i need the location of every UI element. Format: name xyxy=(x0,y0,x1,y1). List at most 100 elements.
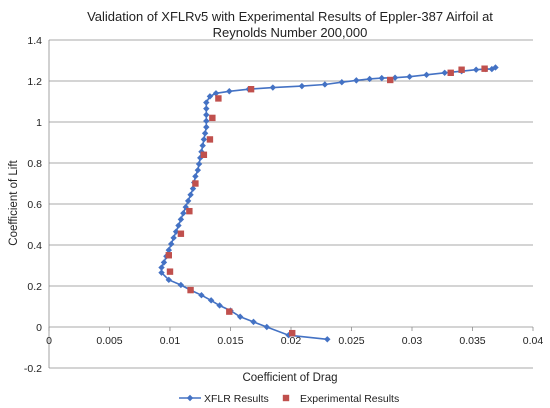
y-tick-label: 0 xyxy=(36,322,42,334)
x-tick-label: 0.035 xyxy=(459,335,485,347)
legend-label: XFLR Results xyxy=(204,393,269,405)
data-point xyxy=(165,252,172,259)
data-point xyxy=(177,281,185,289)
data-point xyxy=(160,259,168,266)
data-point xyxy=(192,180,199,187)
data-point xyxy=(200,151,208,158)
x-tick-label: 0.025 xyxy=(338,335,364,347)
data-point xyxy=(481,65,488,72)
data-point xyxy=(198,292,205,299)
data-point xyxy=(165,246,172,254)
data-point xyxy=(203,111,210,119)
data-point xyxy=(378,74,385,82)
data-point xyxy=(206,136,214,143)
chart-title: Validation of XFLRv5 with Experimental R… xyxy=(87,9,493,40)
data-point xyxy=(166,268,174,275)
chart-title-line-1: Validation of XFLRv5 with Experimental R… xyxy=(87,9,493,24)
legend-label: Experimental Results xyxy=(300,393,399,405)
series-layer xyxy=(158,64,499,343)
data-point xyxy=(472,66,480,73)
data-point xyxy=(192,173,199,180)
data-point xyxy=(165,276,172,284)
x-tick-label: 0.04 xyxy=(523,335,544,347)
x-axis-label: Coefficient of Drag xyxy=(242,372,337,384)
data-point xyxy=(200,136,208,143)
data-point xyxy=(170,234,177,242)
legend-item: Experimental Results xyxy=(282,393,399,405)
data-point xyxy=(324,336,331,343)
data-point xyxy=(184,197,192,205)
legend-swatch-marker xyxy=(186,394,194,402)
data-point xyxy=(391,74,399,81)
y-tick-label: -0.2 xyxy=(24,363,42,375)
data-point xyxy=(250,318,257,326)
series-xflr-results xyxy=(158,64,499,343)
data-point xyxy=(186,207,193,215)
data-point xyxy=(201,130,209,137)
y-tick-label: 1.2 xyxy=(27,76,42,88)
x-tick-label: 0.015 xyxy=(217,335,243,347)
legend-item: XFLR Results xyxy=(179,393,269,405)
data-point xyxy=(353,77,360,84)
data-point xyxy=(216,302,223,309)
series-experimental-results xyxy=(165,65,488,337)
data-point xyxy=(321,81,329,88)
data-point xyxy=(197,154,204,162)
data-point xyxy=(209,114,216,122)
data-point xyxy=(406,73,413,80)
data-point xyxy=(236,313,244,320)
data-point xyxy=(189,185,197,192)
axes xyxy=(48,40,534,368)
data-point xyxy=(158,264,165,271)
y-tick-label: 0.8 xyxy=(27,158,42,170)
data-point xyxy=(247,86,255,93)
data-point xyxy=(226,308,233,315)
data-point xyxy=(203,105,210,112)
data-point xyxy=(180,210,187,217)
x-tick-label: 0.03 xyxy=(402,335,423,347)
data-point xyxy=(458,66,465,73)
data-point xyxy=(194,166,202,174)
data-point xyxy=(366,75,373,83)
y-tick-labels: -0.2 0 0.2 0.4 0.6 0.8 1 1.2 1.4 xyxy=(24,35,42,375)
data-point xyxy=(423,71,430,79)
data-point xyxy=(212,90,220,97)
chart-title-line-2: Reynolds Number 200,000 xyxy=(213,25,368,40)
data-point xyxy=(177,230,185,237)
y-tick-label: 0.2 xyxy=(27,281,42,293)
y-tick-label: 1.4 xyxy=(27,35,42,47)
data-point xyxy=(441,69,448,76)
data-point xyxy=(203,99,210,106)
x-tick-label: 0.02 xyxy=(281,335,302,347)
data-point xyxy=(177,216,185,223)
data-point xyxy=(175,222,182,229)
y-tick-label: 0.6 xyxy=(27,199,42,211)
data-point xyxy=(195,160,203,168)
x-tick-label: 0.005 xyxy=(96,335,122,347)
legend-swatch-marker xyxy=(282,394,290,402)
data-point xyxy=(207,297,215,304)
data-point xyxy=(158,269,165,276)
data-point xyxy=(187,191,194,198)
data-point xyxy=(226,88,233,95)
data-point xyxy=(168,240,175,248)
gridlines xyxy=(49,39,533,369)
data-point xyxy=(203,117,210,125)
data-point xyxy=(298,82,306,90)
legend: XFLR Results Experimental Results xyxy=(179,393,399,405)
data-point xyxy=(269,84,277,91)
data-point xyxy=(199,142,206,149)
data-point xyxy=(172,228,180,235)
data-point xyxy=(492,64,499,71)
data-point xyxy=(187,286,194,294)
data-point xyxy=(387,76,394,84)
data-point xyxy=(263,323,270,331)
x-tick-labels: 0 0.005 0.01 0.015 0.02 0.025 0.03 0.035 0.04 xyxy=(46,335,543,347)
y-tick-label: 1 xyxy=(36,117,42,129)
y-axis-label: Coefficient of Lift xyxy=(8,159,20,245)
x-tick-label: 0.01 xyxy=(160,335,181,347)
data-point xyxy=(447,69,454,76)
data-point xyxy=(206,93,214,100)
y-tick-label: 0.4 xyxy=(27,240,42,252)
